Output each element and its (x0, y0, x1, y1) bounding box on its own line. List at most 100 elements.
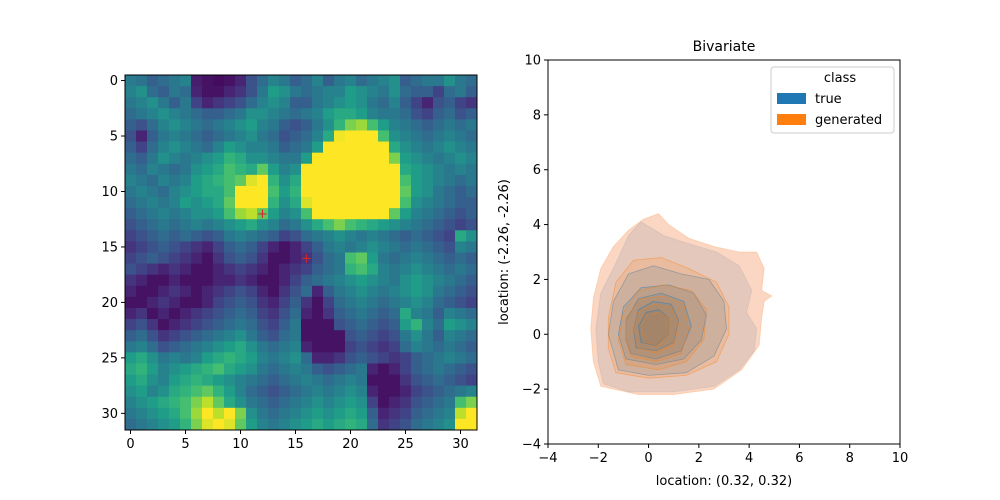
heatmap-cell (466, 274, 478, 287)
heatmap-cell (411, 341, 423, 353)
heatmap-cell (235, 230, 247, 242)
heatmap-cell (312, 396, 324, 409)
heatmap-cell (334, 208, 346, 220)
heatmap-cell (147, 119, 159, 131)
heatmap-cell (158, 219, 170, 231)
heatmap-cell (433, 163, 445, 176)
heatmap-cell (268, 374, 280, 387)
heatmap-cell (301, 219, 313, 231)
kde-y-tick-label: 4 (533, 218, 541, 233)
heatmap-cell (257, 407, 269, 420)
heatmap-cell (455, 330, 467, 342)
heatmap-cell (224, 75, 236, 87)
heatmap-cell (224, 230, 236, 242)
heatmap-cell (455, 197, 467, 209)
heatmap-cell (345, 418, 357, 431)
heatmap-cell (323, 252, 335, 264)
heatmap-cell (466, 307, 478, 320)
heatmap-cell (356, 418, 368, 431)
heatmap-cell (301, 396, 313, 409)
heatmap-cell (290, 263, 302, 276)
heatmap-cell (136, 97, 148, 109)
heatmap-cell (345, 219, 357, 231)
heatmap-cell (323, 108, 335, 120)
heatmap-cell (279, 219, 291, 231)
heatmap-cell (312, 119, 324, 131)
heatmap-cell (389, 174, 401, 187)
heatmap-cell (279, 374, 291, 387)
heatmap-cell (433, 208, 445, 220)
heatmap-cell (312, 363, 324, 375)
heatmap-cell (257, 263, 269, 276)
heatmap-cell (301, 152, 313, 165)
heatmap-cell (400, 285, 412, 298)
heatmap-cell (224, 97, 236, 109)
heatmap-cell (147, 230, 159, 242)
kde-contour-generated (590, 213, 773, 396)
heatmap-cell (158, 230, 170, 242)
heatmap-cell (213, 86, 225, 98)
heatmap-cell (257, 319, 269, 331)
heatmap-cell (224, 163, 236, 176)
heatmap-cell (356, 341, 368, 353)
heatmap-cell (389, 230, 401, 242)
heatmap-cell (235, 208, 247, 220)
heatmap-cell (213, 263, 225, 276)
heatmap-cell (389, 208, 401, 220)
heatmap-cell (444, 352, 456, 364)
heatmap-cell (235, 341, 247, 353)
heatmap-cell (268, 75, 280, 87)
heatmap-cell (378, 396, 390, 409)
heatmap-cell (246, 208, 258, 220)
heatmap-cell (356, 208, 368, 220)
heatmap-cell (169, 185, 181, 198)
heatmap-cell (444, 319, 456, 331)
heatmap-cell (389, 296, 401, 309)
heatmap-cell (169, 352, 181, 364)
heatmap-cell (367, 341, 379, 353)
heatmap-cell (301, 319, 313, 331)
heatmap-cell (389, 341, 401, 353)
heatmap-cell (411, 352, 423, 364)
heatmap-cell (301, 330, 313, 342)
heatmap-cell (422, 319, 434, 331)
heatmap-cell (136, 307, 148, 320)
heatmap-y-tick-label: 10 (101, 185, 118, 200)
heatmap-cell (356, 319, 368, 331)
heatmap-cell (125, 296, 137, 309)
heatmap-cell (323, 130, 335, 142)
heatmap-cell (191, 330, 203, 342)
heatmap-cell (279, 285, 291, 298)
heatmap-cell (246, 230, 258, 242)
heatmap-cell (400, 363, 412, 375)
heatmap-cell (169, 219, 181, 231)
heatmap-cell (235, 296, 247, 309)
heatmap-cell (400, 252, 412, 264)
heatmap-cell (400, 97, 412, 109)
heatmap-cell (378, 330, 390, 342)
heatmap-cell (125, 319, 137, 331)
heatmap-cell (334, 119, 346, 131)
heatmap-cell (125, 352, 137, 364)
heatmap-cell (125, 285, 137, 298)
heatmap-cell (169, 319, 181, 331)
heatmap-cell (257, 86, 269, 98)
heatmap-cell (202, 352, 214, 364)
heatmap-cell (246, 241, 258, 253)
heatmap-cell (444, 407, 456, 420)
heatmap-cell (279, 363, 291, 375)
heatmap-cell (224, 241, 236, 253)
heatmap-cell (191, 97, 203, 109)
heatmap-cell (422, 130, 434, 142)
heatmap-cell (334, 274, 346, 287)
heatmap-cell (180, 130, 192, 142)
heatmap-cell (422, 97, 434, 109)
heatmap-cell (367, 219, 379, 231)
heatmap-cell (323, 396, 335, 409)
heatmap-cell (334, 108, 346, 120)
heatmap-cell (191, 174, 203, 187)
heatmap-cell (466, 407, 478, 420)
heatmap-cell (246, 307, 258, 320)
heatmap-cell (323, 230, 335, 242)
heatmap-cell (367, 418, 379, 431)
